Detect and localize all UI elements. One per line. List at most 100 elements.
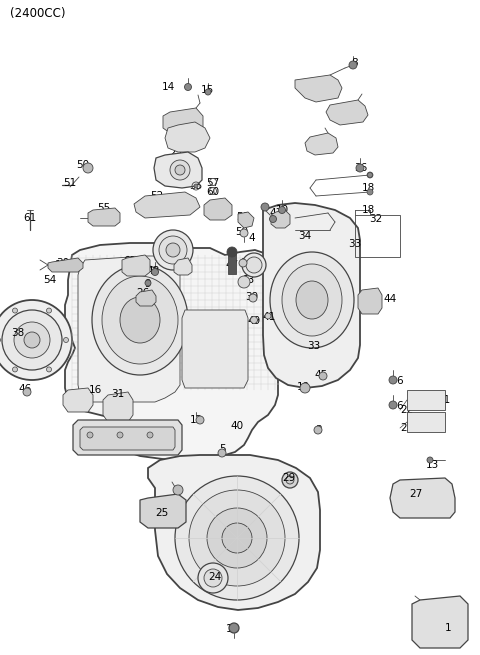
Text: 70: 70: [170, 243, 183, 253]
Text: 47: 47: [226, 260, 239, 270]
Circle shape: [0, 300, 72, 380]
Text: 41: 41: [263, 312, 276, 322]
Text: 32: 32: [370, 214, 383, 224]
Text: 4: 4: [270, 214, 276, 224]
Text: 30: 30: [57, 258, 70, 268]
Ellipse shape: [296, 281, 328, 319]
Circle shape: [2, 310, 62, 370]
Circle shape: [300, 383, 310, 393]
Text: 40: 40: [230, 421, 243, 431]
Text: 50: 50: [76, 160, 90, 170]
Ellipse shape: [270, 252, 354, 348]
Polygon shape: [295, 75, 342, 102]
Text: 31: 31: [111, 389, 125, 399]
Bar: [407, 390, 445, 410]
Circle shape: [269, 215, 276, 223]
Ellipse shape: [120, 297, 160, 343]
Text: 4: 4: [249, 233, 255, 243]
Text: 23: 23: [169, 148, 182, 158]
Text: 60: 60: [206, 187, 219, 197]
Circle shape: [24, 332, 40, 348]
Polygon shape: [174, 258, 192, 275]
Polygon shape: [134, 192, 200, 218]
Text: 48: 48: [146, 266, 160, 276]
Circle shape: [368, 172, 372, 178]
Bar: [228, 252, 236, 274]
Polygon shape: [154, 152, 202, 188]
Text: 61: 61: [24, 213, 36, 223]
Bar: [355, 215, 400, 257]
Text: 62: 62: [123, 256, 137, 266]
Circle shape: [173, 485, 183, 495]
Text: 9: 9: [144, 279, 151, 289]
Text: 14: 14: [161, 82, 175, 92]
Circle shape: [23, 388, 31, 396]
Circle shape: [314, 426, 322, 434]
Text: 22: 22: [400, 423, 414, 433]
Text: 33: 33: [307, 341, 321, 351]
Text: 21: 21: [437, 395, 451, 405]
Circle shape: [145, 280, 151, 286]
Polygon shape: [390, 478, 455, 518]
Circle shape: [184, 83, 192, 90]
Circle shape: [153, 230, 193, 270]
Circle shape: [204, 569, 222, 587]
Text: 45: 45: [314, 370, 328, 380]
Text: 12: 12: [190, 415, 203, 425]
Text: 55: 55: [97, 203, 110, 213]
Polygon shape: [204, 198, 232, 220]
Text: 28: 28: [173, 250, 187, 260]
Circle shape: [282, 472, 298, 488]
Text: 19: 19: [296, 382, 310, 392]
Circle shape: [229, 623, 239, 633]
Circle shape: [218, 449, 226, 457]
Circle shape: [159, 236, 187, 264]
Circle shape: [249, 294, 257, 302]
Circle shape: [356, 164, 364, 172]
Ellipse shape: [207, 508, 267, 568]
Circle shape: [175, 165, 185, 175]
Circle shape: [238, 276, 250, 288]
Circle shape: [242, 253, 266, 277]
Polygon shape: [358, 288, 382, 314]
Text: 44: 44: [384, 294, 396, 304]
Circle shape: [152, 269, 158, 276]
Text: 10: 10: [276, 205, 288, 215]
Circle shape: [389, 401, 397, 409]
Polygon shape: [271, 210, 290, 228]
Polygon shape: [148, 455, 320, 610]
Text: 38: 38: [12, 328, 24, 338]
Polygon shape: [305, 133, 338, 155]
Text: 2: 2: [174, 486, 180, 496]
Circle shape: [170, 160, 190, 180]
Text: 3: 3: [315, 425, 321, 435]
Ellipse shape: [189, 490, 285, 586]
Text: 25: 25: [156, 508, 168, 518]
Circle shape: [205, 89, 211, 95]
Ellipse shape: [222, 523, 252, 553]
Polygon shape: [326, 100, 368, 125]
Text: 24: 24: [208, 572, 222, 582]
Polygon shape: [182, 310, 248, 388]
Polygon shape: [163, 108, 203, 135]
Text: 11: 11: [226, 624, 239, 634]
Text: 5: 5: [219, 444, 225, 454]
Polygon shape: [165, 122, 210, 152]
Text: 16: 16: [88, 385, 102, 395]
Text: 18: 18: [361, 205, 374, 215]
Circle shape: [239, 259, 247, 267]
Circle shape: [286, 476, 294, 484]
Circle shape: [278, 206, 286, 214]
Circle shape: [87, 432, 93, 438]
Circle shape: [63, 337, 69, 343]
Text: 8: 8: [352, 58, 358, 68]
Text: 58: 58: [236, 212, 250, 222]
Circle shape: [194, 184, 198, 188]
Text: 27: 27: [409, 489, 422, 499]
Ellipse shape: [175, 476, 299, 600]
Circle shape: [196, 416, 204, 424]
Text: 34: 34: [299, 231, 312, 241]
Text: 18: 18: [361, 183, 374, 193]
Text: 13: 13: [425, 460, 439, 470]
Circle shape: [47, 367, 51, 372]
